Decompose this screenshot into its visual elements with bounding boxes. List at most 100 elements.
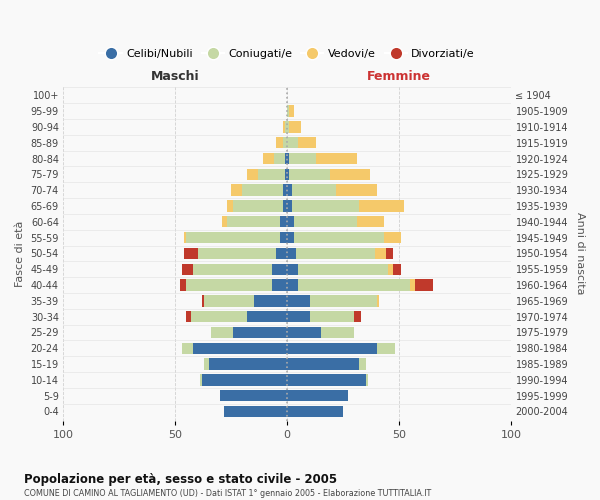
Bar [287, 374, 365, 386]
Bar [287, 280, 410, 290]
Bar [274, 153, 287, 164]
Bar [287, 232, 383, 243]
Bar [287, 327, 321, 338]
Bar [285, 153, 287, 164]
Bar [287, 168, 370, 180]
Bar [204, 358, 287, 370]
Bar [287, 280, 433, 290]
Bar [287, 216, 294, 228]
Bar [200, 374, 287, 386]
Bar [231, 184, 287, 196]
Bar [204, 358, 287, 370]
Bar [224, 406, 287, 417]
Bar [211, 327, 287, 338]
Bar [193, 264, 287, 275]
Bar [193, 264, 287, 275]
Bar [254, 295, 287, 306]
Bar [227, 200, 287, 211]
Bar [258, 168, 287, 180]
Bar [287, 358, 365, 370]
Bar [287, 295, 310, 306]
Bar [287, 248, 392, 259]
Bar [287, 153, 289, 164]
Bar [287, 311, 355, 322]
Bar [287, 342, 395, 354]
Bar [191, 311, 287, 322]
Bar [247, 311, 287, 322]
Bar [231, 184, 287, 196]
Bar [287, 184, 337, 196]
Bar [287, 295, 379, 306]
Bar [184, 232, 287, 243]
Bar [287, 168, 370, 180]
Bar [227, 216, 287, 228]
Bar [204, 295, 287, 306]
Bar [287, 311, 310, 322]
Bar [287, 264, 388, 275]
Y-axis label: Fasce di età: Fasce di età [15, 220, 25, 286]
Bar [187, 280, 287, 290]
Bar [187, 280, 287, 290]
Bar [287, 390, 348, 402]
Bar [247, 168, 287, 180]
Bar [287, 342, 395, 354]
Bar [220, 390, 287, 402]
Bar [263, 153, 287, 164]
Bar [283, 122, 287, 132]
Bar [287, 137, 316, 148]
Bar [287, 153, 356, 164]
Bar [287, 216, 383, 228]
Bar [211, 327, 287, 338]
Bar [287, 232, 401, 243]
Bar [287, 248, 374, 259]
Bar [287, 280, 415, 290]
Bar [227, 200, 287, 211]
Bar [287, 264, 401, 275]
Bar [182, 342, 287, 354]
Bar [287, 248, 386, 259]
Bar [276, 248, 287, 259]
Bar [187, 232, 287, 243]
Bar [233, 200, 287, 211]
Bar [283, 137, 287, 148]
Legend: Celibi/Nubili, Coniugati/e, Vedovi/e, Divorziati/e: Celibi/Nubili, Coniugati/e, Vedovi/e, Di… [95, 44, 479, 64]
Bar [242, 184, 287, 196]
Bar [287, 200, 404, 211]
Bar [287, 327, 355, 338]
Bar [287, 374, 368, 386]
Bar [276, 137, 287, 148]
Bar [220, 390, 287, 402]
Bar [287, 264, 392, 275]
Bar [233, 327, 287, 338]
Bar [287, 153, 316, 164]
Text: Popolazione per età, sesso e stato civile - 2005: Popolazione per età, sesso e stato civil… [24, 472, 337, 486]
Bar [224, 406, 287, 417]
Bar [287, 374, 368, 386]
Bar [287, 406, 343, 417]
Bar [272, 264, 287, 275]
Bar [224, 406, 287, 417]
Bar [287, 280, 298, 290]
Bar [283, 200, 287, 211]
Bar [287, 264, 298, 275]
Bar [200, 374, 287, 386]
Bar [287, 122, 289, 132]
Bar [287, 232, 401, 243]
Bar [287, 342, 395, 354]
Bar [187, 311, 287, 322]
Bar [287, 137, 298, 148]
Bar [287, 295, 379, 306]
Bar [287, 406, 343, 417]
Bar [287, 106, 289, 117]
Bar [280, 232, 287, 243]
Bar [222, 216, 287, 228]
Bar [287, 248, 296, 259]
Bar [285, 122, 287, 132]
Bar [193, 342, 287, 354]
Bar [287, 406, 343, 417]
Bar [283, 184, 287, 196]
Bar [200, 374, 287, 386]
Bar [191, 311, 287, 322]
Bar [224, 406, 287, 417]
Bar [287, 106, 294, 117]
